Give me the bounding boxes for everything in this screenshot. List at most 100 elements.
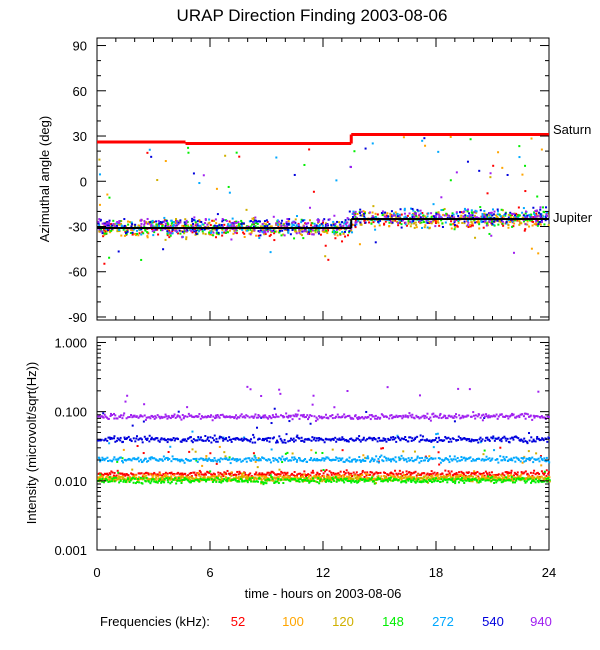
data-point <box>186 221 189 224</box>
data-point <box>517 477 520 480</box>
data-point <box>322 228 325 231</box>
data-point <box>378 224 381 227</box>
data-point <box>210 414 213 417</box>
data-point <box>304 438 307 441</box>
data-point <box>234 458 237 461</box>
data-point <box>257 416 260 419</box>
data-point <box>98 158 101 161</box>
data-point <box>300 228 303 231</box>
data-point <box>429 419 432 422</box>
data-point <box>298 437 301 440</box>
data-point <box>295 475 298 478</box>
data-point <box>408 471 411 474</box>
data-point <box>225 477 228 480</box>
data-point <box>450 470 453 473</box>
data-point <box>389 458 392 461</box>
data-point <box>492 223 495 226</box>
data-point <box>495 437 498 440</box>
data-point <box>119 456 122 459</box>
data-point <box>280 470 283 473</box>
data-point <box>193 230 196 233</box>
data-point <box>220 481 223 484</box>
data-point <box>263 222 266 225</box>
data-point <box>432 457 435 460</box>
data-point <box>421 477 424 480</box>
data-point <box>145 222 148 225</box>
data-point <box>478 438 481 441</box>
data-point <box>464 479 467 482</box>
data-point <box>451 459 454 462</box>
data-point <box>428 458 431 461</box>
data-point <box>353 214 356 217</box>
data-point <box>107 436 110 439</box>
data-point <box>306 479 309 482</box>
data-point <box>238 480 241 483</box>
data-point <box>332 438 335 441</box>
data-point <box>338 479 341 482</box>
data-point <box>175 482 178 485</box>
data-point <box>334 230 337 233</box>
data-point <box>335 179 338 182</box>
data-point <box>343 477 346 480</box>
data-point <box>223 451 226 454</box>
data-point <box>102 458 105 461</box>
data-point <box>359 222 362 225</box>
data-point <box>168 229 171 232</box>
data-point <box>288 479 291 482</box>
data-point <box>407 416 410 419</box>
data-point <box>141 475 144 478</box>
data-point <box>208 232 211 235</box>
data-point <box>351 231 354 234</box>
data-point <box>526 220 529 223</box>
data-point <box>332 458 335 461</box>
data-point <box>440 417 443 420</box>
data-point <box>508 475 511 478</box>
data-point <box>404 414 407 417</box>
data-point <box>325 475 328 478</box>
data-point <box>115 439 118 442</box>
data-point <box>361 416 364 419</box>
data-point <box>506 173 509 176</box>
data-point <box>533 214 536 217</box>
data-point <box>202 223 205 226</box>
data-point <box>360 477 363 480</box>
data-point <box>210 477 213 480</box>
data-point <box>482 226 485 229</box>
data-point <box>512 456 515 459</box>
data-point <box>533 458 536 461</box>
data-point <box>475 216 478 219</box>
data-point <box>480 221 483 224</box>
data-point <box>283 438 286 441</box>
data-point <box>418 417 421 420</box>
data-point <box>547 459 550 462</box>
data-point <box>297 472 300 475</box>
data-point <box>405 458 408 461</box>
data-point <box>401 474 404 477</box>
data-point <box>442 213 445 216</box>
data-point <box>540 470 543 473</box>
data-point <box>276 441 279 444</box>
data-point <box>423 137 426 140</box>
data-point <box>385 216 388 219</box>
data-point <box>285 222 288 225</box>
data-point <box>294 478 297 481</box>
data-point <box>233 416 236 419</box>
data-point <box>541 437 544 440</box>
data-point <box>299 414 302 417</box>
data-point <box>174 437 177 440</box>
data-point <box>375 471 378 474</box>
data-point <box>424 474 427 477</box>
data-point <box>194 415 197 418</box>
data-point <box>464 474 467 477</box>
data-point <box>518 145 521 148</box>
data-point <box>480 440 483 443</box>
data-point <box>223 478 226 481</box>
data-point <box>318 482 321 485</box>
data-point <box>169 225 172 228</box>
data-point <box>295 435 298 438</box>
data-point <box>354 226 357 229</box>
data-point <box>98 224 101 227</box>
data-point <box>101 230 104 233</box>
data-point <box>453 455 456 458</box>
data-point <box>209 452 212 455</box>
